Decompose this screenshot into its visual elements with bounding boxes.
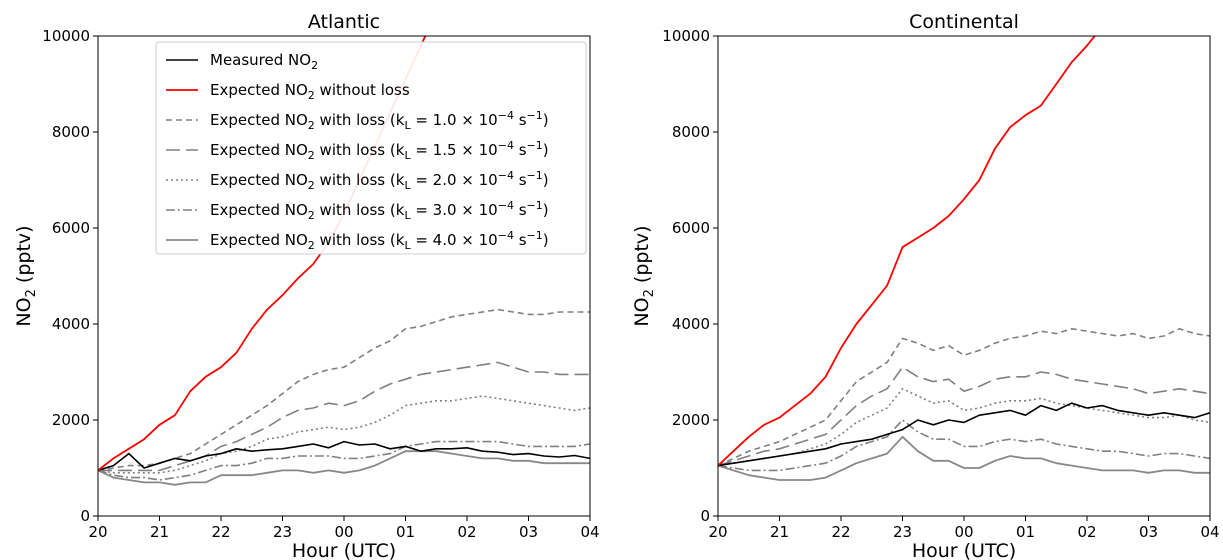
continental-y-tick-label: 8000: [672, 123, 710, 141]
legend-label-k1: Expected NO2 with loss (kL = 1.0 × 10−4 …: [210, 109, 549, 132]
legend-label-measured: Measured NO2: [210, 51, 318, 72]
atlantic-x-tick-label: 22: [211, 523, 230, 541]
continental-y-tick-label: 2000: [672, 411, 710, 429]
continental-line-measured: [718, 402, 1210, 467]
legend-label-k3: Expected NO2 with loss (kL = 3.0 × 10−4 …: [210, 199, 549, 222]
continental-line-k4: [718, 435, 1210, 481]
continental-x-tick-label: 02: [1077, 523, 1096, 541]
atlantic-x-tick-label: 04: [580, 523, 599, 541]
continental-x-tick-label: 03: [1139, 523, 1158, 541]
continental-title: Continental: [909, 11, 1019, 33]
atlantic-line-measured: [98, 440, 590, 472]
atlantic-y-tick-label: 0: [80, 507, 90, 525]
continental-x-tick-label: 21: [770, 523, 789, 541]
continental-ticks: 20 21 22 23 00 01 02 03 04 0 2000 4000 6000 8000 10000: [662, 27, 1219, 541]
atlantic-x-tick-label: 02: [457, 523, 476, 541]
continental-x-tick-label: 23: [893, 523, 912, 541]
legend-label-k2: Expected NO2 with loss (kL = 2.0 × 10−4 …: [210, 169, 549, 192]
atlantic-ticks: 20 21 22 23 00 01 02 03 04 0 2000 4000 6000 8000 10000: [42, 27, 599, 541]
atlantic-line-k4: [98, 450, 590, 486]
atlantic-x-tick-label: 00: [334, 523, 353, 541]
continental-line-no_loss: [718, 36, 1096, 467]
legend-label-k4: Expected NO2 with loss (kL = 4.0 × 10−4 …: [210, 229, 549, 252]
continental-series: [718, 36, 1210, 481]
atlantic-y-axis-label: NO2 (pptv): [13, 225, 39, 326]
continental-x-tick-label: 20: [708, 523, 727, 541]
atlantic-y-tick-label: 8000: [52, 123, 90, 141]
legend-box: [155, 41, 587, 255]
atlantic-x-tick-label: 20: [88, 523, 107, 541]
atlantic-x-axis-label: Hour (UTC): [292, 540, 396, 560]
continental-line-k1_5: [718, 366, 1210, 467]
continental-line-k3: [718, 419, 1210, 472]
atlantic-plot-frame: [97, 35, 591, 517]
continental-x-tick-label: 22: [831, 523, 850, 541]
atlantic-y-tick-label: 4000: [52, 315, 90, 333]
continental-y-tick-label: 6000: [672, 219, 710, 237]
atlantic-title: Atlantic: [308, 11, 380, 33]
atlantic-line-k3: [98, 440, 590, 481]
continental-plot-frame: [717, 35, 1211, 517]
continental-x-tick-label: 01: [1016, 523, 1035, 541]
continental-y-tick-label: 10000: [662, 27, 710, 45]
legend: Measured NO2 Expected NO2 without loss Exp…: [155, 41, 587, 255]
atlantic-y-tick-label: 2000: [52, 411, 90, 429]
continental-y-axis-label: NO2 (pptv): [631, 225, 657, 326]
continental-x-tick-label: 04: [1200, 523, 1219, 541]
atlantic-y-tick-label: 6000: [52, 219, 90, 237]
atlantic-line-k1: [98, 308, 590, 472]
atlantic-panel: Atlantic 20 21 22 23 00 01 02 03 04 0 2000 4000 6000…: [13, 11, 600, 560]
continental-line-k1: [718, 327, 1210, 467]
continental-x-axis-label: Hour (UTC): [912, 540, 1016, 560]
atlantic-y-tick-label: 10000: [42, 27, 90, 45]
atlantic-x-tick-label: 01: [396, 523, 415, 541]
atlantic-line-k1_5: [98, 361, 590, 472]
atlantic-x-tick-label: 23: [273, 523, 292, 541]
continental-panel: Continental 20 21 22 23 00 01 02 03 04 0 2000 4000 6…: [631, 11, 1220, 560]
atlantic-x-tick-label: 03: [519, 523, 538, 541]
continental-line-k2: [718, 387, 1210, 467]
legend-label-no_loss: Expected NO2 without loss: [210, 81, 410, 102]
continental-y-tick-label: 4000: [672, 315, 710, 333]
atlantic-x-tick-label: 21: [150, 523, 169, 541]
continental-x-tick-label: 00: [954, 523, 973, 541]
legend-label-k1_5: Expected NO2 with loss (kL = 1.5 × 10−4 …: [210, 139, 549, 162]
continental-y-tick-label: 0: [700, 507, 710, 525]
